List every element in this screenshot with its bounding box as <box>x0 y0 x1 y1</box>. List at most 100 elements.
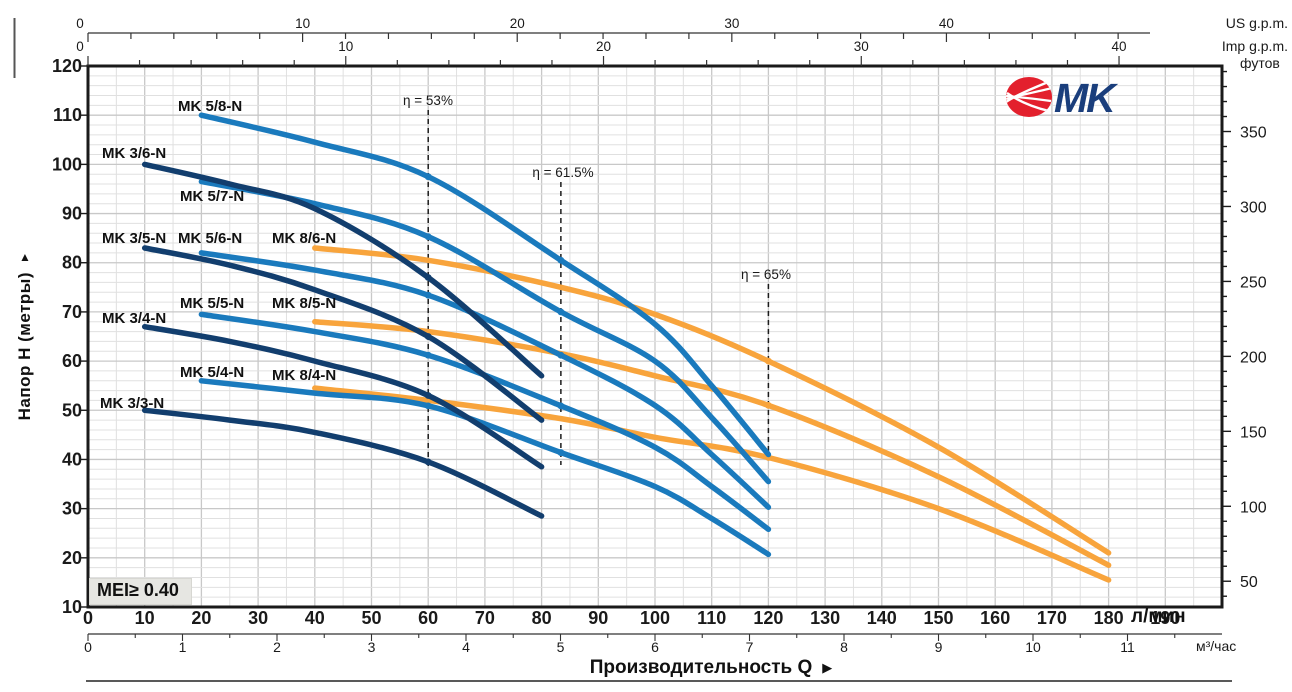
curve-mk-3-3-n <box>141 407 545 519</box>
svg-text:150: 150 <box>1240 424 1267 441</box>
curve-mk-5-7-n <box>198 178 772 485</box>
us-gpm-unit-label: US g.p.m. <box>1225 15 1288 31</box>
svg-text:40: 40 <box>939 16 954 31</box>
curve-mk-3-4-n <box>141 323 545 470</box>
svg-text:60: 60 <box>62 351 82 371</box>
svg-text:η = 65%: η = 65% <box>741 267 791 282</box>
efficiency-dot <box>557 449 565 456</box>
brand-logo: MK <box>1004 73 1168 123</box>
us-gpm-axis: 0 10 20 30 40 <box>76 16 1150 42</box>
curve-path <box>312 318 1112 568</box>
svg-text:5: 5 <box>557 639 565 655</box>
svg-text:10: 10 <box>338 39 353 54</box>
flow-axis-title: Производительность Q ▶ <box>200 657 1222 679</box>
mei-badge: MEI≥ 0.40 <box>89 578 192 605</box>
logo-red-globe <box>1006 77 1052 117</box>
efficiency-dot <box>424 458 432 466</box>
curve-label: MK 8/4-N <box>272 367 336 384</box>
svg-text:100: 100 <box>1240 499 1267 516</box>
gridlines <box>88 66 1222 607</box>
svg-text:80: 80 <box>62 253 82 273</box>
svg-text:250: 250 <box>1240 274 1267 291</box>
svg-text:60: 60 <box>418 608 438 628</box>
svg-text:120: 120 <box>52 56 82 76</box>
svg-text:30: 30 <box>854 39 869 54</box>
curve-label: MK 3/6-N <box>102 145 166 162</box>
efficiency-dot <box>424 333 432 340</box>
efficiency-dot <box>424 291 432 299</box>
efficiency-lines: η = 53% η = 61.5% η = 65% <box>403 93 791 470</box>
curve-path <box>198 250 772 510</box>
logo-text: MK <box>1054 75 1119 121</box>
svg-text:40: 40 <box>1112 39 1127 54</box>
svg-text:0: 0 <box>84 639 92 655</box>
efficiency-dot <box>557 402 565 410</box>
efficiency-dot <box>424 233 432 241</box>
svg-text:10: 10 <box>135 608 155 628</box>
efficiency-dot <box>424 274 432 281</box>
efficiency-dot <box>557 351 565 359</box>
svg-text:0: 0 <box>83 608 93 628</box>
svg-text:50: 50 <box>1240 574 1258 591</box>
curve-path <box>198 112 772 458</box>
svg-text:20: 20 <box>596 39 611 54</box>
svg-text:120: 120 <box>753 608 783 628</box>
curve-labels: MK 5/8-N MK 5/7-N MK 5/6-N MK 5/5-N MK 5/4-N… <box>100 98 336 412</box>
efficiency-dot <box>557 256 565 264</box>
svg-text:300: 300 <box>1240 199 1267 216</box>
curve-path <box>198 178 772 485</box>
svg-text:30: 30 <box>62 499 82 519</box>
svg-text:30: 30 <box>248 608 268 628</box>
svg-text:110: 110 <box>697 608 726 628</box>
svg-text:110: 110 <box>53 105 82 125</box>
curve-path <box>312 385 1112 583</box>
svg-text:10: 10 <box>1025 639 1041 655</box>
m3h-unit-label: м³/час <box>1196 638 1237 654</box>
svg-text:350: 350 <box>1240 125 1267 142</box>
brand-logo-graphic: MK <box>1006 75 1121 121</box>
svg-text:40: 40 <box>305 608 325 628</box>
curve-label: MK 8/5-N <box>272 295 336 312</box>
curve-label: MK 5/8-N <box>178 98 242 115</box>
curve-label: MK 5/4-N <box>180 364 244 381</box>
curve-path <box>141 407 545 519</box>
lmin-unit-label: л/мин <box>1131 606 1186 627</box>
svg-text:11: 11 <box>1120 639 1135 655</box>
svg-text:100: 100 <box>640 608 670 628</box>
svg-text:50: 50 <box>62 400 82 420</box>
up-arrow-icon: ▲ <box>19 250 31 264</box>
curve-label: MK 5/6-N <box>178 230 242 247</box>
efficiency-dot <box>424 351 432 359</box>
svg-text:90: 90 <box>62 204 82 224</box>
svg-text:160: 160 <box>980 608 1010 628</box>
svg-text:0: 0 <box>76 16 84 31</box>
curve-mk-5-4-n <box>198 378 772 558</box>
svg-text:140: 140 <box>867 608 897 628</box>
svg-text:190: 190 <box>1150 608 1180 628</box>
svg-text:80: 80 <box>532 608 552 628</box>
curve-mk-8-6-n <box>312 245 1112 556</box>
flow-axis-title-text: Производительность Q <box>589 657 813 678</box>
curve-mk-3-6-n <box>141 161 545 379</box>
svg-text:10: 10 <box>62 597 82 617</box>
svg-text:20: 20 <box>191 608 211 628</box>
svg-text:6: 6 <box>651 639 659 655</box>
curve-mk-8-5-n <box>312 318 1112 568</box>
svg-text:η = 61.5%: η = 61.5% <box>532 165 593 180</box>
svg-text:η = 53%: η = 53% <box>403 93 453 108</box>
svg-text:40: 40 <box>62 449 82 469</box>
curve-label: MK 5/7-N <box>180 188 244 205</box>
curve-mk-5-6-n <box>198 250 772 510</box>
svg-text:10: 10 <box>295 16 310 31</box>
svg-text:1: 1 <box>179 639 187 655</box>
svg-text:0: 0 <box>76 39 84 54</box>
curve-mk-5-8-n <box>198 112 772 458</box>
curve-path <box>141 161 545 379</box>
head-axis-title: ▲ Напор H (метры) <box>12 250 38 420</box>
efficiency-dot <box>424 402 432 410</box>
svg-text:50: 50 <box>361 608 381 628</box>
curve-label: MK 8/6-N <box>272 230 336 247</box>
svg-text:130: 130 <box>810 608 840 628</box>
